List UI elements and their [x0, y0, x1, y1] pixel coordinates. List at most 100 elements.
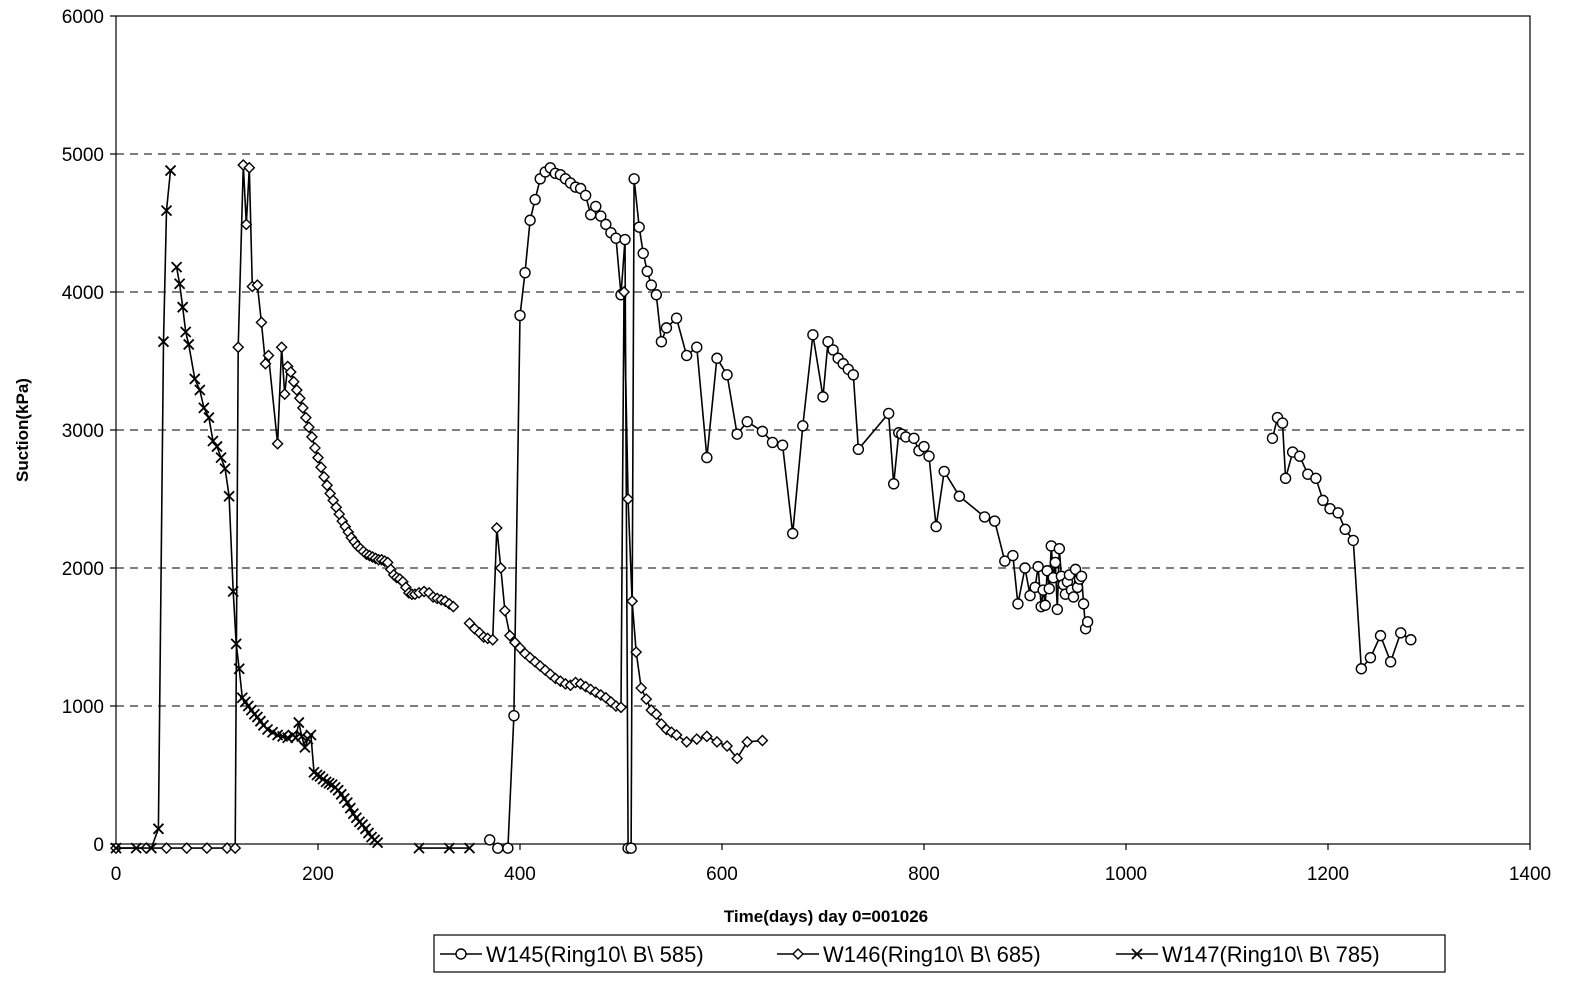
data-point	[130, 842, 142, 854]
data-point	[296, 401, 309, 414]
data-point	[882, 407, 895, 420]
data-point	[484, 834, 496, 846]
data-point	[721, 369, 733, 381]
data-point	[756, 425, 769, 438]
data-point	[302, 421, 315, 434]
data-point	[1051, 603, 1064, 616]
data-point	[930, 520, 942, 533]
data-point	[622, 493, 635, 505]
data-point	[852, 443, 865, 456]
series-1	[484, 162, 1417, 854]
data-point	[721, 740, 734, 753]
data-point	[1279, 472, 1292, 484]
data-point	[641, 265, 653, 277]
data-point	[918, 440, 930, 453]
data-point	[318, 470, 331, 483]
data-point	[630, 646, 643, 659]
data-point	[463, 842, 476, 854]
data-point	[152, 823, 165, 835]
data-point	[494, 562, 507, 574]
data-point	[211, 440, 223, 453]
data-point	[371, 836, 384, 849]
data-point	[637, 247, 649, 260]
data-point	[700, 730, 713, 743]
data-point	[243, 161, 256, 174]
data-point	[625, 842, 637, 854]
y-tick-label: 4000	[62, 283, 104, 304]
data-point	[619, 233, 631, 246]
data-point	[1405, 634, 1417, 646]
data-point	[219, 463, 231, 475]
data-point	[776, 439, 789, 451]
data-point	[443, 842, 455, 854]
data-point	[741, 735, 754, 748]
data-point	[635, 682, 648, 695]
x-axis-title: Time(days) day 0=001026	[724, 907, 928, 926]
data-point	[953, 490, 966, 502]
data-point	[524, 214, 536, 226]
legend-label: W146(Ring10\ B\ 685)	[823, 942, 1041, 967]
data-point	[255, 316, 268, 329]
data-point	[323, 777, 335, 789]
data-point	[299, 741, 311, 754]
data-point	[579, 189, 592, 202]
data-point	[650, 708, 663, 721]
data-point	[514, 309, 526, 322]
data-point	[278, 388, 291, 401]
data-point	[173, 278, 186, 290]
data-point	[797, 420, 809, 432]
series-3	[110, 164, 476, 854]
x-tick-label: 600	[706, 864, 738, 885]
legend-marker	[1131, 948, 1143, 960]
data-point	[731, 752, 744, 765]
data-point	[680, 349, 693, 362]
data-point	[1067, 591, 1080, 603]
data-point	[978, 511, 991, 523]
x-tick-label: 1200	[1307, 864, 1349, 885]
data-series	[110, 159, 1417, 855]
data-point	[290, 383, 303, 396]
data-point	[221, 842, 234, 855]
data-point	[321, 479, 334, 492]
data-point	[293, 716, 305, 729]
data-point	[1077, 598, 1090, 610]
data-point	[160, 842, 173, 855]
data-point	[180, 842, 193, 855]
data-point	[756, 734, 769, 747]
data-point	[645, 279, 657, 291]
data-point	[312, 451, 324, 464]
x-tick-label: 200	[302, 864, 334, 885]
data-point	[1075, 570, 1088, 582]
y-tick-label: 2000	[62, 559, 104, 580]
data-point	[207, 435, 219, 447]
data-point	[766, 436, 779, 449]
legend: W145(Ring10\ B\ 585) W146(Ring10\ B\ 685)…	[433, 934, 1446, 973]
data-point	[989, 515, 1001, 527]
data-point	[315, 461, 328, 474]
x-tick-label: 1000	[1105, 864, 1147, 885]
data-point	[1395, 627, 1407, 639]
data-point	[710, 735, 723, 748]
data-point	[413, 842, 425, 854]
data-point	[807, 329, 819, 341]
data-point	[1332, 507, 1344, 519]
data-point	[344, 802, 356, 814]
data-point	[296, 730, 308, 742]
data-point	[1294, 450, 1306, 462]
data-point	[320, 776, 332, 788]
data-point	[203, 411, 215, 424]
data-point	[529, 193, 541, 206]
data-point	[650, 289, 663, 301]
data-point	[1012, 598, 1024, 610]
legend-label: W145(Ring10\ B\ 585)	[486, 942, 704, 967]
data-point	[189, 373, 201, 385]
data-point	[1276, 417, 1289, 429]
data-point	[1266, 432, 1279, 444]
data-point	[230, 638, 242, 650]
y-axis-title: Suction(kPa)	[13, 378, 32, 482]
data-point	[275, 341, 288, 354]
legend-box	[433, 934, 1446, 973]
data-point	[502, 842, 514, 854]
data-point	[741, 416, 753, 428]
data-point	[1317, 494, 1329, 507]
